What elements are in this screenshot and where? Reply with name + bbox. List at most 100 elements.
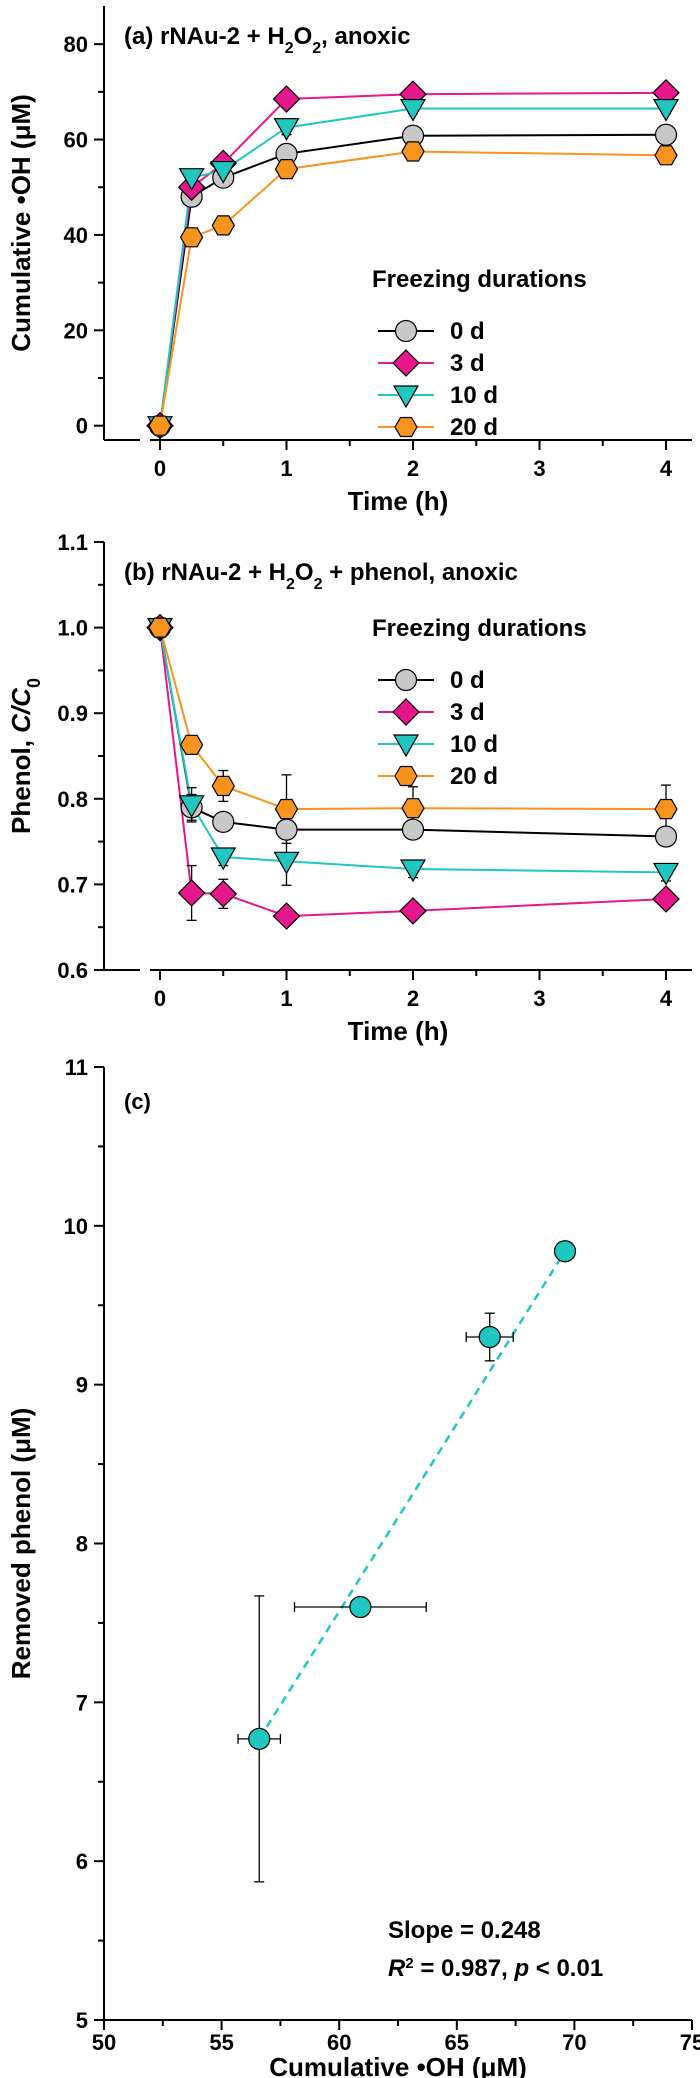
data-point-3d [177, 879, 206, 907]
panel-title-part: (b) rNAu-2 + H [124, 559, 286, 586]
data-point-10d [399, 98, 427, 122]
data-point-0d [654, 123, 678, 146]
y-tick-label: 5 [76, 2008, 88, 2033]
slope-annotation: Slope = 0.248 [388, 1917, 541, 1944]
x-tick-label: 2 [407, 986, 419, 1011]
data-point [349, 1595, 372, 1619]
y-axis-label: Cumulative •OH (μM) [6, 94, 36, 352]
data-point-20d [148, 415, 172, 436]
r2-annotation-part: 2 [405, 1955, 413, 1972]
series-line-10d [159, 627, 667, 874]
data-point-10d [210, 847, 237, 871]
data-point [248, 1727, 271, 1750]
panel-title-part: 2 [286, 576, 295, 593]
data-point-10d [652, 98, 680, 122]
data-point [553, 1240, 577, 1263]
x-axis-label: Time (h) [348, 1016, 449, 1046]
fit-line [258, 1250, 567, 1740]
panel-title-part: 2 [285, 40, 294, 57]
y-axis-label-part: C [6, 687, 36, 707]
data-point-0d [275, 818, 298, 841]
legend-marker-0d [394, 668, 418, 692]
x-axis-label: Time (h) [348, 486, 449, 516]
legend-label: 20 d [450, 763, 498, 790]
panel-title: (a) rNAu-2 + H2O2, anoxic [124, 23, 411, 57]
y-axis-label-part: / [6, 704, 36, 715]
data-point-0d [654, 825, 678, 848]
data-point-20d [654, 798, 678, 820]
data-point-20d [148, 617, 172, 638]
panel-title-part: 2 [312, 40, 321, 57]
y-tick-label: 0.8 [57, 787, 88, 812]
legend-label: 10 d [450, 731, 498, 758]
y-axis-label: Removed phenol (μM) [6, 1408, 36, 1680]
data-point-10d [399, 859, 427, 883]
y-tick-label: 0.9 [57, 701, 88, 726]
panel-title: (c) [124, 1089, 151, 1114]
legend-title: Freezing durations [372, 266, 587, 293]
y-tick-label: 60 [64, 128, 88, 153]
x-tick-label: 75 [680, 2030, 700, 2055]
data-point-20d [274, 798, 299, 820]
x-tick-label: 1 [280, 456, 292, 481]
series-line-3d [159, 627, 667, 918]
data-point-20d [401, 141, 425, 162]
series-line-20d [159, 150, 667, 426]
data-point-10d [273, 851, 300, 875]
y-tick-label: 8 [76, 1532, 88, 1557]
y-tick-label: 9 [76, 1373, 88, 1398]
x-tick-label: 0 [154, 456, 166, 481]
r2-annotation: R2 = 0.987, p < 0.01 [388, 1955, 603, 1983]
y-axis-label-part: C [6, 713, 36, 733]
x-tick-label: 4 [660, 456, 673, 481]
data-point-3d [652, 885, 680, 913]
x-axis-label: Cumulative •OH (μM) [269, 2052, 527, 2078]
series-line-10d [159, 107, 666, 426]
legend-marker-20d [394, 416, 418, 438]
y-axis-label: Phenol, C/C0 [6, 678, 44, 834]
y-tick-label: 7 [76, 1690, 88, 1715]
x-tick-label: 1 [280, 986, 292, 1011]
legend-marker-20d [394, 765, 418, 787]
data-point-3d [209, 879, 238, 908]
legend-marker-10d [392, 385, 420, 409]
r2-annotation-part: < 0.01 [529, 1955, 603, 1982]
r2-annotation-part: = 0.987, [414, 1955, 515, 1982]
y-tick-label: 0.6 [57, 958, 88, 983]
data-point-10d [652, 862, 680, 886]
data-point-10d [210, 160, 237, 184]
x-tick-label: 4 [660, 986, 673, 1011]
data-point-0d [212, 810, 235, 834]
x-tick-label: 3 [533, 986, 545, 1011]
panel-title: (b) rNAu-2 + H2O2 + phenol, anoxic [124, 559, 518, 593]
legend-title: Freezing durations [372, 615, 587, 642]
data-point-20d [211, 775, 235, 797]
panel-title-part: , anoxic [321, 23, 410, 50]
series-line-20d [159, 627, 667, 811]
y-axis-label-part: 0 [24, 678, 44, 688]
legend-marker-3d [392, 698, 420, 726]
panel-title-part: (a) rNAu-2 + H [124, 23, 285, 50]
x-tick-label: 3 [533, 456, 545, 481]
r2-annotation-part: R [388, 1955, 406, 1982]
legend-marker-3d [392, 349, 420, 377]
legend-label: 20 d [450, 414, 498, 441]
data-point-10d [178, 168, 205, 191]
series-line-3d [159, 91, 667, 426]
y-tick-label: 6 [76, 1849, 88, 1874]
y-tick-label: 0.7 [57, 872, 88, 897]
y-tick-label: 80 [64, 32, 88, 57]
y-tick-label: 1.1 [57, 530, 88, 555]
y-tick-label: 0 [76, 414, 88, 439]
y-tick-label: 20 [64, 318, 88, 343]
legend-label: 0 d [450, 318, 485, 345]
panel-b-chart: 0.6 0.7 0.8 0.9 1.0 1.1 0 1 2 3 4 Time (h) Phenol, C… [6, 530, 692, 1046]
x-tick-label: 2 [407, 456, 419, 481]
data-point-20d [401, 798, 425, 819]
legend-label: 3 d [450, 699, 485, 726]
data-point-0d [401, 818, 425, 841]
legend-label: 0 d [450, 667, 485, 694]
panel-title-part: + phenol, anoxic [322, 559, 517, 586]
x-tick-label: 0 [154, 986, 166, 1011]
panel-title-part: O [295, 559, 314, 586]
